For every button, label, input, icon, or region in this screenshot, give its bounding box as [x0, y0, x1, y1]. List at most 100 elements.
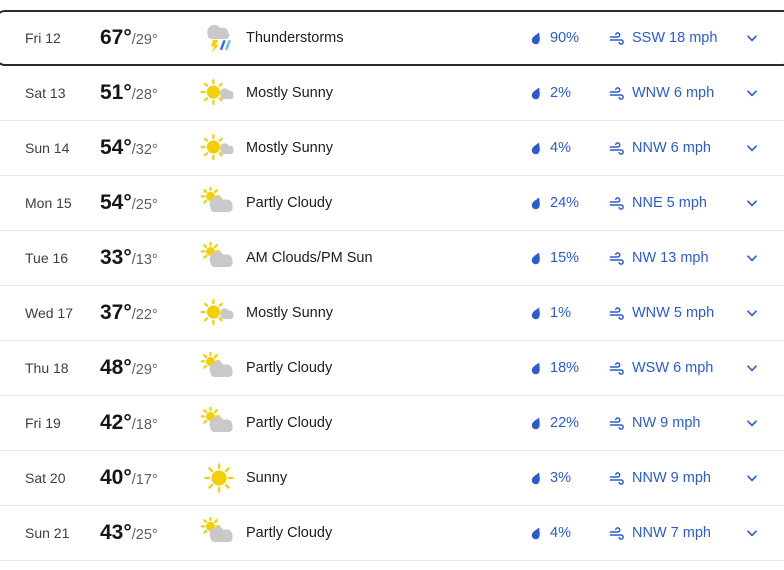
- temperature: 48°/29°: [100, 356, 200, 380]
- condition-label: Partly Cloudy: [246, 360, 333, 376]
- expand-row-button[interactable]: [734, 240, 770, 276]
- raindrop-icon: [531, 527, 540, 539]
- wind-icon: [609, 141, 624, 155]
- temperature: 51°/28°: [100, 81, 200, 105]
- low-temp: /13°: [131, 252, 158, 268]
- chevron-down-icon: [747, 145, 757, 152]
- temperature: 67°/29°: [100, 26, 200, 50]
- day-label: Fri 19: [25, 415, 61, 431]
- precip-value: 2%: [550, 85, 571, 101]
- expand-row-button[interactable]: [734, 185, 770, 221]
- partly-cloudy-icon: [200, 242, 246, 274]
- chevron-down-icon: [747, 255, 757, 262]
- forecast-row[interactable]: Thu 18 48°/29° Partly Cloudy 18% WSW 6 m…: [0, 341, 784, 396]
- condition-label: AM Clouds/PM Sun: [246, 250, 373, 266]
- forecast-row[interactable]: Tue 16 33°/13° AM Clouds/PM Sun 15% NW 1…: [0, 231, 784, 286]
- low-temp: /29°: [131, 32, 158, 48]
- precipitation: 15%: [524, 250, 604, 266]
- raindrop-icon: [531, 32, 540, 44]
- raindrop-icon: [531, 307, 540, 319]
- temperature: 37°/22°: [100, 301, 200, 325]
- low-temp: /18°: [131, 417, 158, 433]
- raindrop-icon: [531, 197, 540, 209]
- expand-row-button[interactable]: [734, 295, 770, 331]
- day-label: Tue 16: [25, 250, 69, 266]
- day-label: Thu 18: [25, 360, 69, 376]
- wind-icon: [609, 471, 624, 485]
- expand-row-button[interactable]: [734, 460, 770, 496]
- temperature: 42°/18°: [100, 411, 200, 435]
- wind: NNE 5 mph: [604, 195, 734, 212]
- raindrop-icon: [531, 142, 540, 154]
- forecast-row[interactable]: Wed 17 37°/22° Mostly Sunny 1% WNW 5 mph: [0, 286, 784, 341]
- chevron-down-icon: [747, 310, 757, 317]
- condition-label: Thunderstorms: [246, 30, 344, 46]
- expand-row-button[interactable]: [734, 130, 770, 166]
- expand-row-button[interactable]: [734, 350, 770, 386]
- raindrop-icon: [531, 362, 540, 374]
- wind-value: SSW 18 mph: [632, 30, 718, 46]
- expand-row-button[interactable]: [734, 405, 770, 441]
- day-label: Mon 15: [25, 195, 72, 211]
- wind-value: NNW 6 mph: [632, 140, 711, 156]
- condition-label: Mostly Sunny: [246, 85, 334, 101]
- high-temp: 37°: [100, 301, 132, 324]
- mostly-sunny-icon: [200, 77, 246, 109]
- precip-value: 22%: [550, 415, 580, 431]
- wind-value: NNW 9 mph: [632, 470, 711, 486]
- precipitation: 4%: [524, 525, 604, 541]
- wind: NW 9 mph: [604, 415, 734, 432]
- wind-value: WNW 5 mph: [632, 305, 715, 321]
- thunderstorms-icon: [200, 22, 246, 54]
- precip-value: 4%: [550, 525, 571, 541]
- wind: WNW 5 mph: [604, 305, 734, 322]
- day-label: Wed 17: [25, 305, 73, 321]
- forecast-row[interactable]: Sun 21 43°/25° Partly Cloudy 4% NNW 7 mp…: [0, 506, 784, 561]
- high-temp: 48°: [100, 356, 132, 379]
- forecast-row[interactable]: Sat 20 40°/17° Sunny 3% NNW 9 mph: [0, 451, 784, 506]
- low-temp: /25°: [131, 197, 158, 213]
- mostly-sunny-icon: [200, 132, 246, 164]
- forecast-row[interactable]: Sun 14 54°/32° Mostly Sunny 4% NNW 6 mph: [0, 121, 784, 176]
- high-temp: 54°: [100, 136, 132, 159]
- wind: NNW 6 mph: [604, 140, 734, 157]
- raindrop-icon: [531, 472, 540, 484]
- wind-icon: [609, 306, 624, 320]
- condition-label: Mostly Sunny: [246, 140, 334, 156]
- high-temp: 33°: [100, 246, 132, 269]
- wind: NW 13 mph: [604, 250, 734, 267]
- precip-value: 1%: [550, 305, 571, 321]
- temperature: 33°/13°: [100, 246, 200, 270]
- wind-icon: [609, 251, 624, 265]
- precipitation: 4%: [524, 140, 604, 156]
- precipitation: 2%: [524, 85, 604, 101]
- forecast-row[interactable]: Fri 12 67°/29° Thunderstorms 90% SSW 18 …: [0, 10, 784, 66]
- temperature: 54°/32°: [100, 136, 200, 160]
- low-temp: /22°: [131, 307, 158, 323]
- partly-cloudy-icon: [200, 187, 246, 219]
- sunny-icon: [200, 462, 246, 494]
- temperature: 40°/17°: [100, 466, 200, 490]
- wind-value: NW 13 mph: [632, 250, 709, 266]
- wind: NNW 9 mph: [604, 470, 734, 487]
- partly-cloudy-icon: [200, 517, 246, 549]
- forecast-row[interactable]: Sat 13 51°/28° Mostly Sunny 2% WNW 6 mph: [0, 66, 784, 121]
- forecast-row[interactable]: Mon 15 54°/25° Partly Cloudy 24% NNE 5 m…: [0, 176, 784, 231]
- low-temp: /28°: [131, 87, 158, 103]
- partly-cloudy-icon: [200, 352, 246, 384]
- high-temp: 43°: [100, 521, 132, 544]
- low-temp: /17°: [131, 472, 158, 488]
- raindrop-icon: [531, 87, 540, 99]
- expand-row-button[interactable]: [734, 75, 770, 111]
- chevron-down-icon: [747, 90, 757, 97]
- expand-row-button[interactable]: [734, 20, 770, 56]
- precip-value: 3%: [550, 470, 571, 486]
- wind-icon: [609, 31, 624, 45]
- precipitation: 3%: [524, 470, 604, 486]
- precip-value: 90%: [550, 30, 580, 46]
- day-label: Sun 21: [25, 525, 70, 541]
- day-label: Sun 14: [25, 140, 70, 156]
- forecast-row[interactable]: Fri 19 42°/18° Partly Cloudy 22% NW 9 mp…: [0, 396, 784, 451]
- partly-cloudy-icon: [200, 407, 246, 439]
- expand-row-button[interactable]: [734, 515, 770, 551]
